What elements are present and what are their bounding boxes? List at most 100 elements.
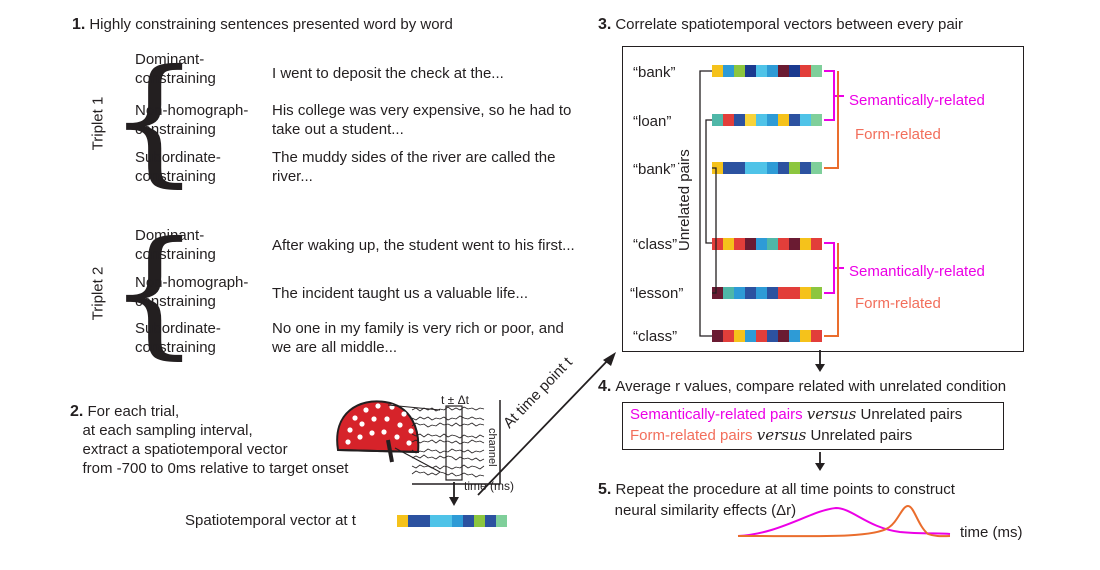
triplet-1-sentence-nonhomograph: His college was very expensive, so he ha…	[272, 102, 572, 138]
triplet-2-label-subordinate: Subordinate-constraining	[135, 320, 221, 356]
triplet-2-sentence-nonhomograph: The incident taught us a valuable life..…	[272, 285, 528, 302]
step5-description: 5. Repeat the procedure at all time poin…	[598, 481, 955, 519]
vector-cell	[419, 515, 430, 527]
vector-cell	[712, 65, 723, 77]
vector-cell	[767, 65, 778, 77]
time-window-label: t ± Δt	[441, 393, 469, 407]
spatiotemporal-vector-label: Spatiotemporal vector at t	[185, 512, 356, 529]
step1-title: 1. Highly constraining sentences presente…	[72, 16, 453, 34]
form-effect-curve	[737, 504, 951, 538]
vector-cell	[778, 162, 789, 174]
triplet-2-brace: {	[108, 212, 201, 373]
triplet-1-label-nonhomograph: Non-homograph-constraining	[135, 102, 249, 138]
triplet-1-sentence-dominant: I went to deposit the check at the...	[272, 65, 504, 82]
triplet-1-brace: {	[108, 40, 201, 201]
vector-cell	[745, 330, 756, 342]
vector-cell	[408, 515, 419, 527]
vector-cell	[723, 238, 734, 250]
vector-cell	[778, 330, 789, 342]
step5-number: 5.	[598, 481, 612, 498]
triplet-2-sentence-subordinate: No one in my family is very rich or poor…	[272, 320, 564, 356]
word-class-2: “class”	[633, 328, 678, 345]
step3-number: 3.	[598, 16, 612, 33]
comparison-semantic: Semantically-related pairs versus Unrela…	[630, 405, 963, 423]
vector-cell	[723, 114, 734, 126]
semantic-label-2: Semantically-related	[849, 263, 985, 280]
vector-cell	[712, 162, 723, 174]
vector-cell	[789, 287, 800, 299]
vector-cell	[712, 330, 723, 342]
vector-cell	[397, 515, 408, 527]
vector-cell	[800, 238, 811, 250]
vector-cell	[811, 330, 822, 342]
step1-number: 1.	[72, 16, 86, 33]
step4-title: 4. Average r values, compare related with…	[598, 378, 1007, 395]
triplet-1-sentence-subordinate: The muddy sides of the river are called …	[272, 149, 556, 185]
vector-cell	[463, 515, 474, 527]
vector-cell	[767, 114, 778, 126]
vector-cell	[745, 65, 756, 77]
triplet-1-label-dominant: Dominant-constraining	[135, 51, 216, 87]
vector-cell	[734, 114, 745, 126]
vector-cell	[767, 330, 778, 342]
vector-cell	[767, 287, 778, 299]
triplet-2-sentence-dominant: After waking up, the student went to his…	[272, 237, 575, 254]
vector-cell	[756, 65, 767, 77]
step3-box	[622, 46, 1024, 352]
vector-cell	[441, 515, 452, 527]
step2-number: 2.	[70, 403, 84, 420]
vector-cell	[811, 162, 822, 174]
vector-cell	[756, 238, 767, 250]
vector-cell	[789, 162, 800, 174]
vector-bank-1	[712, 65, 822, 77]
vector-cell	[734, 330, 745, 342]
vector-cell	[778, 287, 789, 299]
vector-cell	[756, 114, 767, 126]
vector-class-1	[712, 238, 822, 250]
vector-cell	[474, 515, 485, 527]
vector-cell	[756, 287, 767, 299]
vector-cell	[430, 515, 441, 527]
semantic-label-1: Semantically-related	[849, 92, 985, 109]
triplet-2-label-dominant: Dominant-constraining	[135, 227, 216, 263]
vector-cell	[734, 162, 745, 174]
vector-cell	[811, 114, 822, 126]
vector-cell	[789, 114, 800, 126]
vector-cell	[800, 330, 811, 342]
vector-cell	[789, 330, 800, 342]
vector-cell	[800, 65, 811, 77]
vector-cell	[734, 287, 745, 299]
vector-cell	[800, 287, 811, 299]
step1-title-text: Highly constraining sentences presented …	[89, 16, 453, 33]
vector-cell	[789, 238, 800, 250]
form-label-2: Form-related	[855, 295, 941, 312]
vector-cell	[767, 162, 778, 174]
vector-lesson	[712, 287, 822, 299]
vector-cell	[811, 238, 822, 250]
vector-cell	[745, 238, 756, 250]
triplet-1-label-subordinate: Subordinate-constraining	[135, 149, 221, 185]
word-bank-2: “bank”	[633, 161, 676, 178]
vector-cell	[811, 65, 822, 77]
vector-cell	[723, 287, 734, 299]
word-lesson: “lesson”	[630, 285, 684, 302]
vector-cell	[734, 238, 745, 250]
spatiotemporal-vector-step2	[397, 515, 507, 527]
vector-cell	[452, 515, 463, 527]
vector-cell	[756, 162, 767, 174]
vector-cell	[712, 114, 723, 126]
vector-cell	[800, 162, 811, 174]
vector-cell	[745, 162, 756, 174]
step5-time-label: time (ms)	[960, 524, 1023, 541]
vector-class-2	[712, 330, 822, 342]
vector-loan	[712, 114, 822, 126]
vector-cell	[485, 515, 496, 527]
vector-cell	[811, 287, 822, 299]
triplet-2-label-nonhomograph: Non-homograph-constraining	[135, 274, 249, 310]
vector-cell	[712, 238, 723, 250]
vector-cell	[723, 330, 734, 342]
vector-cell	[723, 65, 734, 77]
